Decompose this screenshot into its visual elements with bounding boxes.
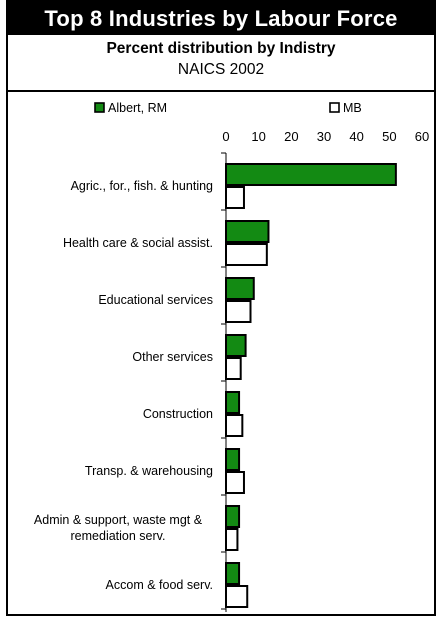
category-label: remediation serv. — [71, 529, 166, 543]
bar-mb — [225, 186, 245, 209]
bar-albert-rm — [225, 220, 270, 243]
legend-swatch — [94, 102, 105, 113]
category-label: Transp. & warehousing — [85, 464, 213, 478]
legend-swatch — [329, 102, 340, 113]
chart-frame: Top 8 Industries by Labour Force Percent… — [6, 0, 436, 616]
legend-label: MB — [343, 101, 362, 115]
x-tick-label: 60 — [415, 129, 429, 144]
bar-mb — [225, 357, 242, 380]
bar-albert-rm — [225, 163, 397, 186]
bar-mb — [225, 243, 268, 266]
bar-mb — [225, 414, 244, 437]
legend-label: Albert, RM — [108, 101, 167, 115]
bar-mb — [225, 528, 239, 551]
category-label: Educational services — [98, 293, 213, 307]
bar-albert-rm — [225, 562, 241, 585]
chart-subtitle-2: NAICS 2002 — [177, 61, 265, 78]
category-label: Construction — [143, 407, 213, 421]
bar-mb — [225, 471, 245, 494]
bar-mb — [225, 585, 249, 608]
bar-albert-rm — [225, 334, 247, 357]
chart-title: Top 8 Industries by Labour Force — [8, 2, 434, 35]
x-tick-label: 40 — [349, 129, 363, 144]
bar-albert-rm — [225, 505, 241, 528]
x-tick-label: 0 — [222, 129, 229, 144]
chart-subtitle: Percent distribution by Indistry — [106, 40, 336, 57]
header-divider — [8, 90, 434, 92]
x-tick-label: 10 — [251, 129, 265, 144]
category-label: Agric., for., fish. & hunting — [71, 179, 213, 193]
category-label: Admin & support, waste mgt & — [34, 513, 203, 527]
category-label: Other services — [132, 350, 213, 364]
bar-mb — [225, 300, 252, 323]
bar-albert-rm — [225, 277, 255, 300]
x-tick-label: 30 — [317, 129, 331, 144]
x-tick-label: 20 — [284, 129, 298, 144]
category-label: Accom & food serv. — [106, 578, 213, 592]
bar-albert-rm — [225, 448, 241, 471]
bar-albert-rm — [225, 391, 241, 414]
category-label: Health care & social assist. — [63, 236, 213, 250]
x-tick-label: 50 — [382, 129, 396, 144]
